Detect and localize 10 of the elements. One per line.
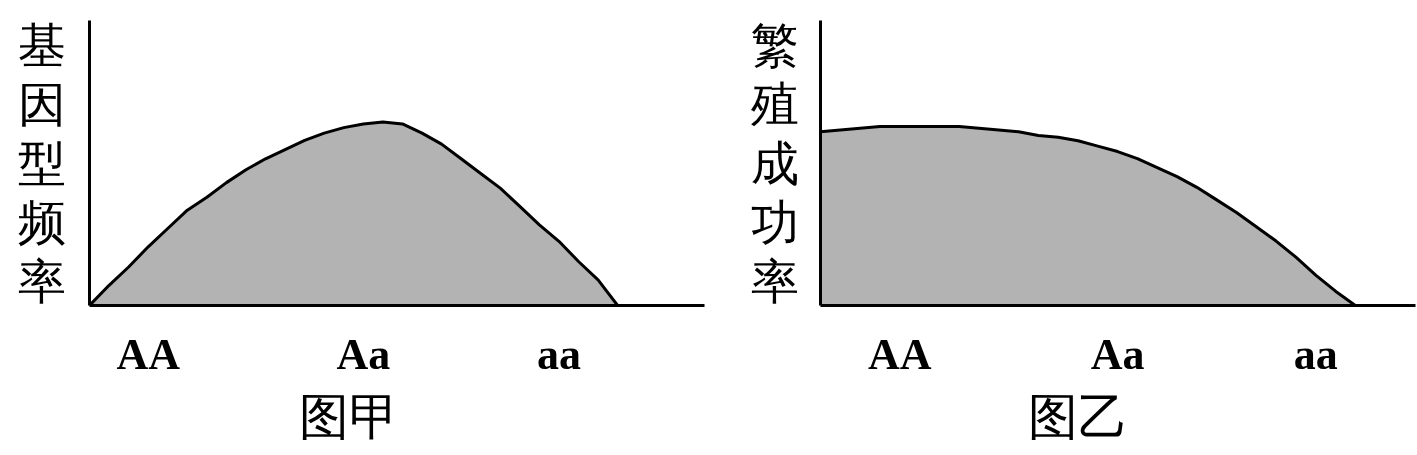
text: 图甲	[298, 387, 399, 446]
x-tick-label: Aa	[1090, 329, 1145, 379]
y-axis-title: 基因型频率	[17, 17, 66, 309]
x-tick-label: AA	[116, 329, 181, 379]
x-tick-label: Aa	[336, 329, 391, 379]
y-axis-title: 繁殖成功率	[750, 17, 799, 309]
x-tick-label: aa	[536, 329, 581, 379]
x-tick-label: aa	[1293, 329, 1338, 379]
x-tick-label: AA	[867, 329, 932, 379]
text: 图乙	[1027, 387, 1128, 446]
